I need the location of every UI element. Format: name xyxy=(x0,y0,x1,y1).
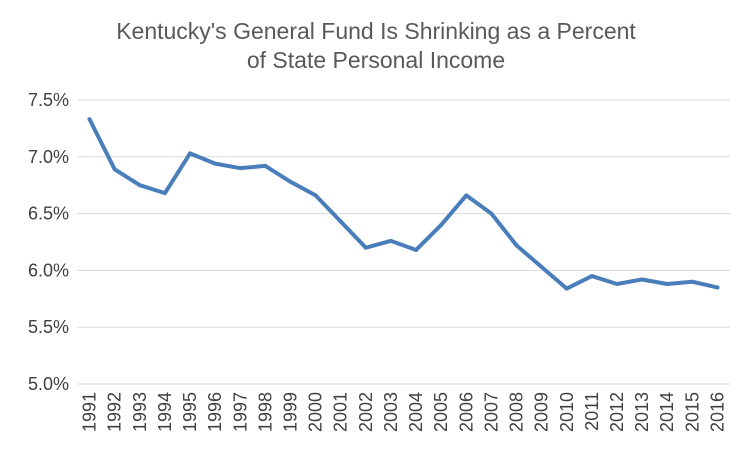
x-tick-label: 2009 xyxy=(532,392,552,432)
data-point xyxy=(414,247,419,252)
x-tick-label: 2008 xyxy=(507,392,527,432)
data-point xyxy=(338,219,343,224)
x-tick-label: 2010 xyxy=(557,392,577,432)
data-point xyxy=(665,282,670,287)
data-point xyxy=(313,193,318,198)
data-point xyxy=(539,264,544,269)
x-tick-label: 1997 xyxy=(230,392,250,432)
x-tick-label: 1996 xyxy=(205,392,225,432)
chart-title-line2: of State Personal Income xyxy=(247,47,505,73)
y-tick-label: 5.5% xyxy=(28,317,69,337)
y-axis-tick-labels: 5.0% 5.5% 6.0% 6.5% 7.0% 7.5% xyxy=(28,90,69,394)
x-tick-label: 1993 xyxy=(130,392,150,432)
y-tick-label: 7.0% xyxy=(28,147,69,167)
data-point xyxy=(690,279,695,284)
data-point xyxy=(439,222,444,227)
x-tick-label: 2015 xyxy=(682,392,702,432)
x-axis-tick-labels: 1991 1992 1993 1994 1995 1996 1997 1998 1999 2000… xyxy=(80,392,728,432)
y-tick-label: 5.0% xyxy=(28,374,69,394)
x-tick-label: 2011 xyxy=(582,392,602,431)
x-tick-label: 2007 xyxy=(481,392,501,432)
data-point xyxy=(464,193,469,198)
x-tick-label: 2012 xyxy=(607,392,627,432)
x-tick-label: 2001 xyxy=(331,392,351,432)
x-tick-label: 1998 xyxy=(255,392,275,432)
gridlines xyxy=(77,99,730,385)
data-point xyxy=(238,166,243,171)
x-tick-label: 2013 xyxy=(632,392,652,432)
x-tick-label: 2000 xyxy=(306,392,326,432)
x-tick-label: 1999 xyxy=(280,392,300,432)
x-tick-label: 2016 xyxy=(707,392,727,432)
x-tick-label: 2004 xyxy=(406,392,426,432)
data-point xyxy=(188,151,193,156)
data-point xyxy=(715,285,720,290)
chart-title-line1: Kentucky's General Fund Is Shrinking as … xyxy=(116,18,636,44)
series-line xyxy=(87,117,720,291)
data-point xyxy=(489,211,494,216)
data-point xyxy=(288,179,293,184)
x-tick-label: 1992 xyxy=(105,392,125,432)
x-tick-label: 2003 xyxy=(381,392,401,432)
data-point xyxy=(514,243,519,248)
data-point xyxy=(363,245,368,250)
x-tick-label: 1991 xyxy=(80,392,100,432)
series-layer xyxy=(87,117,720,291)
data-point xyxy=(614,282,619,287)
data-point xyxy=(87,117,92,122)
data-point xyxy=(589,274,594,279)
data-point xyxy=(213,161,218,166)
x-tick-label: 2002 xyxy=(356,392,376,432)
y-tick-label: 7.5% xyxy=(28,90,69,110)
data-point xyxy=(263,163,268,168)
data-point xyxy=(112,167,117,172)
x-tick-label: 1995 xyxy=(180,392,200,432)
x-tick-label: 1994 xyxy=(155,392,175,432)
y-tick-label: 6.0% xyxy=(28,260,69,280)
x-tick-label: 2014 xyxy=(657,392,677,432)
data-point xyxy=(640,277,645,282)
x-tick-label: 2005 xyxy=(431,392,451,432)
data-point xyxy=(388,238,393,243)
data-point xyxy=(564,286,569,291)
x-tick-label: 2006 xyxy=(456,392,476,432)
data-point xyxy=(162,191,167,196)
y-tick-label: 6.5% xyxy=(28,204,69,224)
data-point xyxy=(137,183,142,188)
